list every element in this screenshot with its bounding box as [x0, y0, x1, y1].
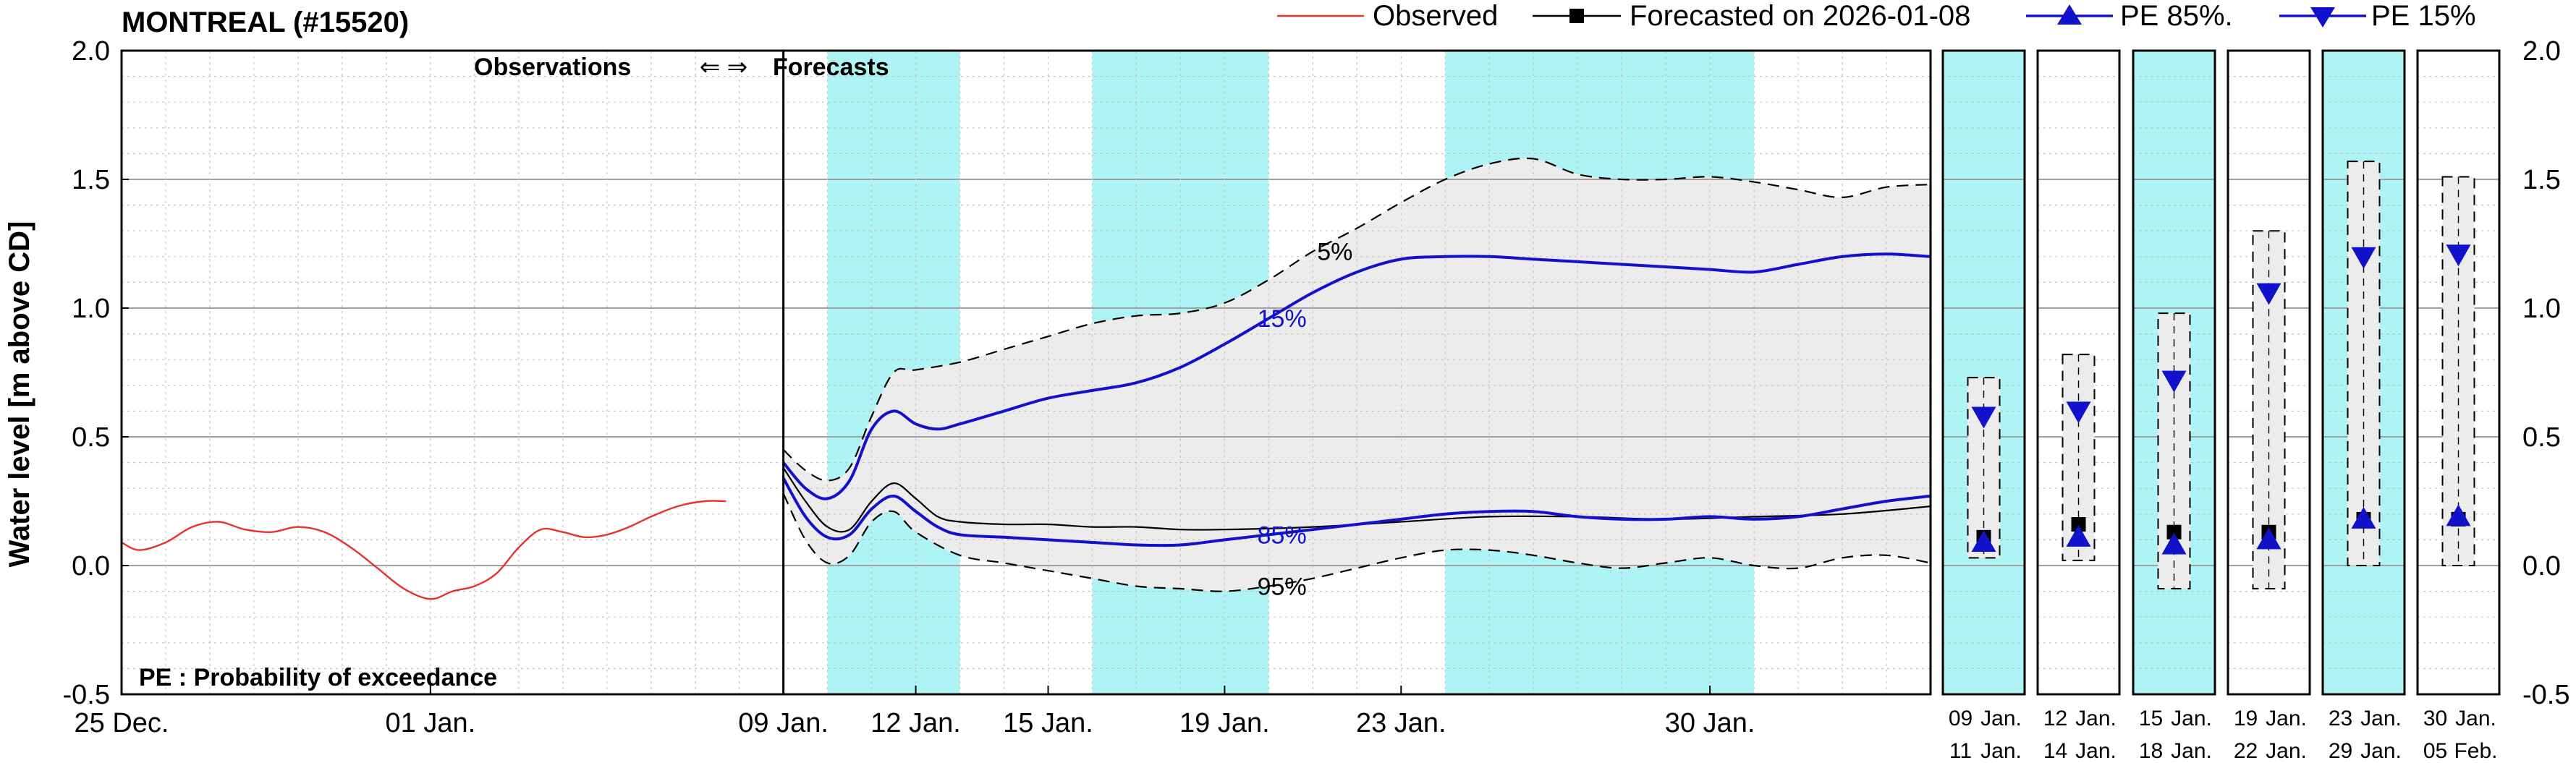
y-tick-right: 0.0	[2522, 551, 2561, 581]
panel-pe85-marker-3	[2256, 527, 2281, 550]
panel-start-month-3: Jan.	[2266, 707, 2307, 730]
panel-pe15-marker-3	[2256, 283, 2281, 305]
panel-frame-1	[2036, 49, 2121, 696]
panel-frame-5	[2416, 49, 2501, 696]
legend: Observed Forecasted on 2026-01-08 PE 85%…	[1277, 0, 2476, 32]
panel-start-day-2: 15	[2139, 707, 2163, 730]
series-line-p95	[782, 493, 1931, 592]
frame-layer	[120, 49, 1932, 696]
panel-end-month-2: Jan.	[2171, 739, 2212, 763]
panel-start-month-4: Jan.	[2360, 707, 2402, 730]
panel-forecast-marker-2	[2166, 524, 2182, 540]
panel-end-month-4: Jan.	[2360, 739, 2402, 763]
labels-layer: 5% 15% 85% 95% 2.0 2.0 1.5 1.5 1.0 1.0 0.5 0.5 0.0 0.…	[63, 36, 2570, 763]
x-tick-label: 30 Jan.	[1665, 708, 1755, 738]
x-tick-label: 15 Jan.	[1003, 708, 1093, 738]
x-tick-label: 09 Jan.	[738, 708, 829, 738]
panel-end-month-5: Feb.	[2454, 739, 2497, 763]
panels-layer	[1941, 49, 2501, 696]
panel-pe85-marker-1	[2066, 524, 2091, 547]
legend-forecast-marker	[1569, 9, 1584, 23]
x-tick-label: 23 Jan.	[1356, 708, 1446, 738]
y-tick-right: 1.0	[2522, 294, 2561, 324]
legend-pe15-label: PE 15%	[2371, 0, 2476, 32]
series-line-p85	[781, 477, 1931, 547]
x-tick-label: 25 Dec.	[75, 708, 169, 738]
panel-pe15-marker-2	[2161, 370, 2187, 393]
pe-note: PE : Probability of exceedance	[139, 664, 497, 691]
divider-arrows: ⇐ ⇒	[700, 54, 747, 81]
panel-frame-0	[1941, 49, 2026, 696]
panel-forecast-marker-1	[2071, 517, 2086, 532]
y-tick-right: -0.5	[2522, 680, 2569, 710]
panel-pe85-marker-2	[2161, 532, 2187, 555]
panel-start-month-1: Jan.	[2075, 707, 2117, 730]
y-tick-left: 1.5	[72, 165, 110, 195]
y-tick-right: 1.5	[2522, 165, 2561, 195]
panel-pe15-marker-4	[2351, 247, 2376, 269]
y-tick-left: 1.0	[72, 294, 110, 324]
panel-end-day-5: 05	[2423, 739, 2447, 763]
y-axis-label: Water level [m above CD]	[4, 221, 35, 568]
panel-end-month-0: Jan.	[1980, 739, 2022, 763]
x-tick-label: 01 Jan.	[386, 708, 476, 738]
lines-layer	[121, 157, 1931, 600]
observations-label: Observations	[474, 54, 631, 81]
y-tick-right: 2.0	[2522, 36, 2561, 67]
panel-end-day-4: 29	[2329, 739, 2352, 763]
panel-pe15-marker-1	[2066, 401, 2091, 424]
panel-pe85-marker-5	[2446, 504, 2471, 527]
panel-end-day-3: 22	[2234, 739, 2258, 763]
main-plot-frame	[120, 49, 1932, 696]
panel-end-day-0: 11	[1949, 739, 1972, 763]
panel-end-day-2: 18	[2139, 739, 2163, 763]
legend-pe85-marker	[2057, 4, 2082, 25]
panel-start-month-2: Jan.	[2171, 707, 2212, 730]
legend-observed-label: Observed	[1373, 0, 1498, 32]
panel-range-box-5	[2441, 176, 2475, 566]
legend-pe85-label: PE 85%.	[2120, 0, 2233, 32]
y-tick-left: 0.0	[72, 551, 110, 581]
panel-shade-0	[1943, 51, 2025, 694]
panel-start-day-0: 09	[1949, 707, 1973, 730]
panel-pe85-marker-4	[2351, 506, 2376, 529]
series-line-observed	[121, 500, 726, 600]
pe-label-p15: 15%	[1258, 305, 1307, 333]
y-tick-left: 0.5	[72, 422, 110, 453]
panel-start-day-5: 30	[2423, 707, 2447, 730]
pe-label-p85: 85%	[1258, 521, 1307, 549]
series-line-p5	[782, 157, 1931, 482]
y-tick-right: 0.5	[2522, 422, 2561, 453]
panel-frame-4	[2321, 49, 2406, 696]
legend-pe15-marker	[2310, 7, 2335, 27]
panel-end-day-1: 14	[2043, 739, 2067, 763]
panel-start-day-3: 19	[2234, 707, 2258, 730]
panel-pe15-marker-5	[2446, 244, 2471, 267]
panel-pe85-marker-0	[1971, 529, 1996, 552]
y-tick-left: 2.0	[72, 36, 110, 67]
panel-frame-3	[2227, 49, 2311, 696]
legend-forecast-label: Forecasted on 2026-01-08	[1630, 0, 1970, 32]
y-tick-left: -0.5	[63, 680, 110, 710]
panel-end-month-3: Jan.	[2266, 739, 2307, 763]
panel-frame-2	[2132, 49, 2216, 696]
panel-start-day-1: 12	[2043, 707, 2067, 730]
panel-start-month-0: Jan.	[1980, 707, 2022, 730]
panel-start-month-5: Jan.	[2455, 707, 2496, 730]
panel-start-day-4: 23	[2329, 707, 2352, 730]
panel-end-month-1: Jan.	[2075, 739, 2117, 763]
forecasts-label: Forecasts	[773, 54, 889, 81]
chart-title: MONTREAL (#15520)	[122, 7, 409, 38]
x-tick-label: 19 Jan.	[1179, 708, 1270, 738]
series-line-p15	[782, 252, 1931, 500]
pe-label-p95: 95%	[1258, 573, 1307, 600]
pe-label-p5: 5%	[1317, 239, 1352, 266]
x-tick-label: 12 Jan.	[870, 708, 961, 738]
panel-pe15-marker-0	[1971, 406, 1996, 429]
